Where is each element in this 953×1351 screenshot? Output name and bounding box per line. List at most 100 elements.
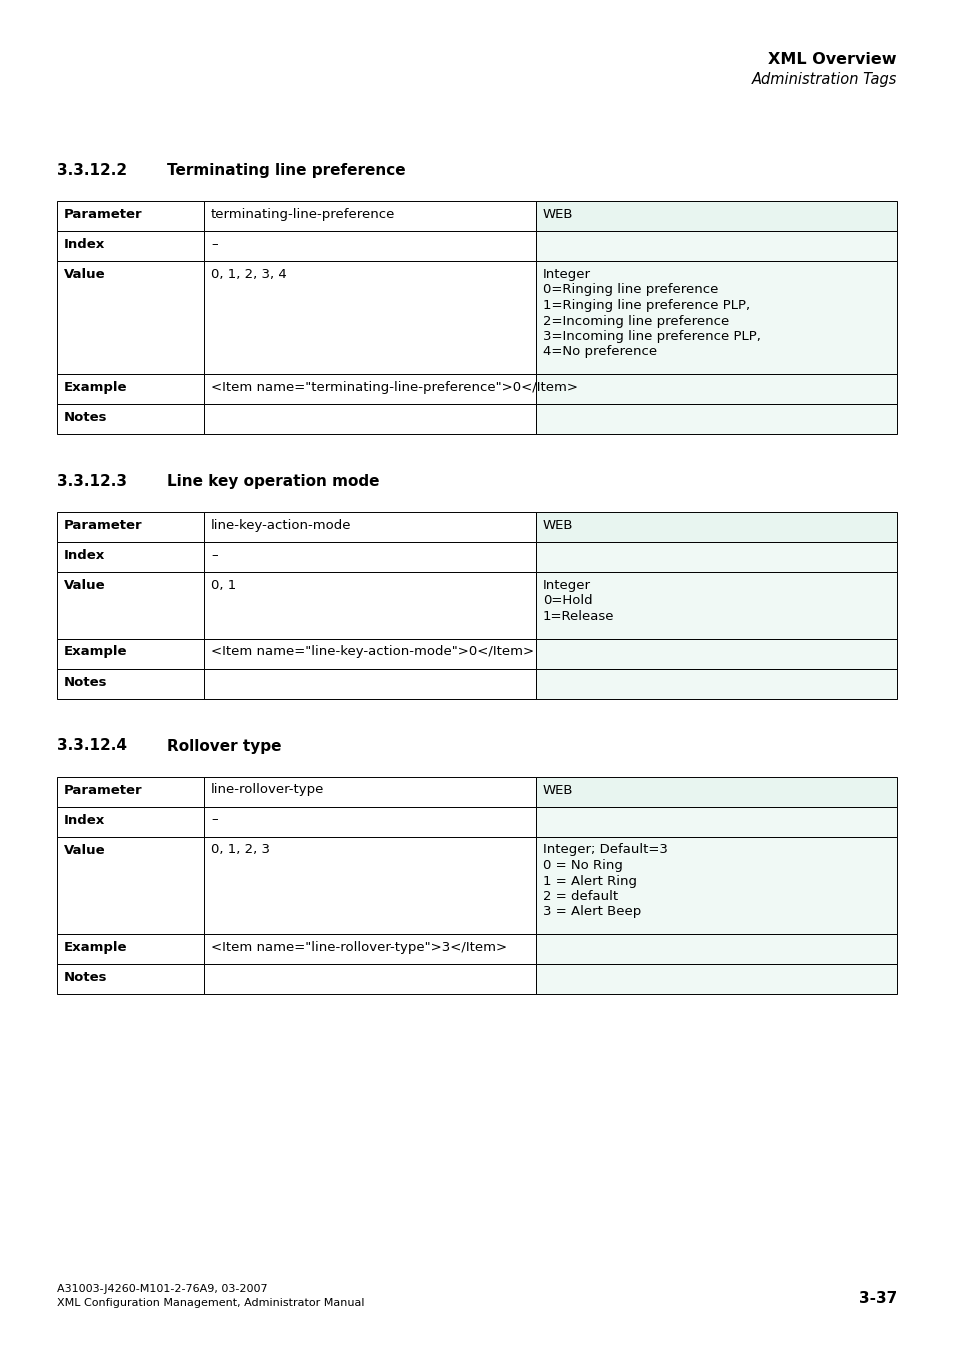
Bar — [536, 201, 896, 231]
Text: 3.3.12.3: 3.3.12.3 — [57, 474, 127, 489]
Bar — [536, 512, 896, 542]
Bar — [536, 777, 896, 807]
Bar — [536, 836, 896, 934]
Text: 3=Incoming line preference PLP,: 3=Incoming line preference PLP, — [542, 330, 760, 343]
Text: –: – — [211, 549, 217, 562]
Text: Integer; Default=3: Integer; Default=3 — [542, 843, 667, 857]
Text: 3-37: 3-37 — [858, 1292, 896, 1306]
Text: 4=No preference: 4=No preference — [542, 346, 657, 358]
Text: Notes: Notes — [64, 676, 108, 689]
Bar — [204, 807, 536, 836]
Text: 3.3.12.2: 3.3.12.2 — [57, 163, 127, 178]
Text: Notes: Notes — [64, 411, 108, 424]
Bar — [204, 777, 536, 807]
Text: XML Configuration Management, Administrator Manual: XML Configuration Management, Administra… — [57, 1298, 364, 1308]
Text: 0, 1: 0, 1 — [211, 580, 236, 592]
Bar — [57, 669, 204, 698]
Text: Parameter: Parameter — [64, 784, 143, 797]
Text: Rollover type: Rollover type — [167, 739, 281, 754]
Text: Parameter: Parameter — [64, 519, 143, 532]
Bar — [204, 231, 536, 261]
Bar — [536, 542, 896, 571]
Text: 0 = No Ring: 0 = No Ring — [542, 859, 622, 871]
Text: –: – — [211, 813, 217, 827]
Bar — [57, 836, 204, 934]
Text: Value: Value — [64, 843, 106, 857]
Text: 0, 1, 2, 3: 0, 1, 2, 3 — [211, 843, 270, 857]
Bar — [204, 261, 536, 374]
Text: Terminating line preference: Terminating line preference — [167, 163, 405, 178]
Text: 2=Incoming line preference: 2=Incoming line preference — [542, 315, 728, 327]
Bar — [57, 374, 204, 404]
Bar — [536, 404, 896, 434]
Bar — [536, 934, 896, 965]
Text: Integer: Integer — [542, 267, 590, 281]
Text: 1 = Alert Ring: 1 = Alert Ring — [542, 874, 637, 888]
Bar — [204, 571, 536, 639]
Text: A31003-J4260-M101-2-76A9, 03-2007: A31003-J4260-M101-2-76A9, 03-2007 — [57, 1283, 268, 1294]
Text: Index: Index — [64, 238, 105, 251]
Text: WEB: WEB — [542, 208, 573, 222]
Text: Value: Value — [64, 267, 106, 281]
Bar — [57, 571, 204, 639]
Text: 1=Release: 1=Release — [542, 611, 614, 623]
Text: –: – — [211, 238, 217, 251]
Text: terminating-line-preference: terminating-line-preference — [211, 208, 395, 222]
Text: 0, 1, 2, 3, 4: 0, 1, 2, 3, 4 — [211, 267, 287, 281]
Bar — [204, 934, 536, 965]
Text: line-rollover-type: line-rollover-type — [211, 784, 324, 797]
Bar — [204, 836, 536, 934]
Bar — [536, 639, 896, 669]
Bar — [204, 404, 536, 434]
Bar — [536, 374, 896, 404]
Bar — [57, 261, 204, 374]
Bar — [57, 512, 204, 542]
Text: Example: Example — [64, 381, 128, 394]
Text: 0=Ringing line preference: 0=Ringing line preference — [542, 284, 718, 296]
Bar — [57, 201, 204, 231]
Bar — [536, 231, 896, 261]
Text: Index: Index — [64, 813, 105, 827]
Text: Example: Example — [64, 646, 128, 658]
Text: WEB: WEB — [542, 784, 573, 797]
Text: Notes: Notes — [64, 971, 108, 984]
Bar — [204, 965, 536, 994]
Bar — [57, 807, 204, 836]
Text: 0=Hold: 0=Hold — [542, 594, 592, 608]
Bar — [57, 231, 204, 261]
Bar — [57, 639, 204, 669]
Text: 2 = default: 2 = default — [542, 890, 618, 902]
Text: Value: Value — [64, 580, 106, 592]
Bar — [536, 807, 896, 836]
Text: Administration Tags: Administration Tags — [751, 72, 896, 86]
Text: Index: Index — [64, 549, 105, 562]
Bar — [57, 777, 204, 807]
Bar — [204, 669, 536, 698]
Text: <Item name="line-rollover-type">3</Item>: <Item name="line-rollover-type">3</Item> — [211, 942, 507, 954]
Text: Integer: Integer — [542, 580, 590, 592]
Text: WEB: WEB — [542, 519, 573, 532]
Bar — [536, 965, 896, 994]
Text: Example: Example — [64, 942, 128, 954]
Bar — [57, 934, 204, 965]
Text: 1=Ringing line preference PLP,: 1=Ringing line preference PLP, — [542, 299, 749, 312]
Bar — [204, 374, 536, 404]
Bar — [204, 639, 536, 669]
Bar — [536, 571, 896, 639]
Text: Parameter: Parameter — [64, 208, 143, 222]
Text: XML Overview: XML Overview — [768, 51, 896, 68]
Bar — [57, 404, 204, 434]
Text: 3.3.12.4: 3.3.12.4 — [57, 739, 127, 754]
Bar — [57, 965, 204, 994]
Text: <Item name="terminating-line-preference">0</Item>: <Item name="terminating-line-preference"… — [211, 381, 578, 394]
Bar — [204, 512, 536, 542]
Bar — [204, 201, 536, 231]
Bar — [204, 542, 536, 571]
Text: line-key-action-mode: line-key-action-mode — [211, 519, 351, 532]
Bar — [536, 669, 896, 698]
Text: 3 = Alert Beep: 3 = Alert Beep — [542, 905, 640, 919]
Bar — [536, 261, 896, 374]
Bar — [57, 542, 204, 571]
Text: Line key operation mode: Line key operation mode — [167, 474, 379, 489]
Text: <Item name="line-key-action-mode">0</Item>: <Item name="line-key-action-mode">0</Ite… — [211, 646, 534, 658]
